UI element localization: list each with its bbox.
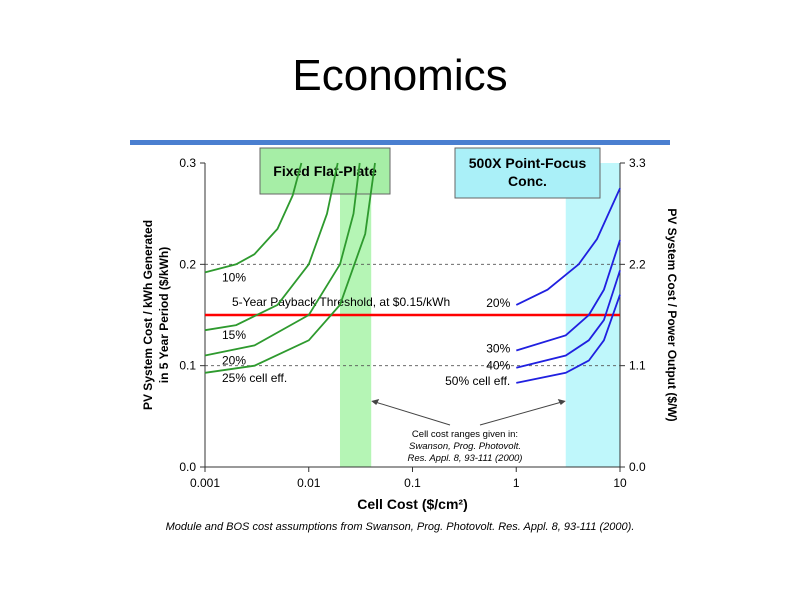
top-strip [130, 140, 670, 145]
band-label: 500X Point-Focus Conc. [469, 155, 587, 189]
x-axis-label: Cell Cost ($/cm²) [357, 496, 467, 512]
y-tick-label: 0.3 [179, 156, 196, 170]
curve-label: 20% [486, 296, 510, 310]
note-text: Res. Appl. 8, 93-111 (2000) [408, 453, 523, 464]
efficiency-curve [516, 270, 621, 369]
y-tick-label: 0.2 [179, 257, 196, 271]
curve-label: 25% cell eff. [222, 371, 287, 385]
y-tick-label: 0.1 [179, 359, 196, 373]
arrow-head [371, 399, 380, 405]
note-text: Swanson, Prog. Photovolt. [409, 441, 521, 452]
y2-tick-label: 1.1 [629, 359, 646, 373]
y2-tick-label: 2.2 [629, 257, 646, 271]
curve-label: 15% [222, 328, 246, 342]
curve-label: 10% [222, 270, 246, 284]
x-tick-label: 1 [513, 476, 520, 490]
efficiency-curve [516, 294, 621, 384]
curve-label: 50% cell eff. [445, 374, 510, 388]
curve-label: 30% [486, 341, 510, 355]
band-label-box [259, 147, 391, 195]
curve-label: 20% [222, 354, 246, 368]
x-tick-label: 10 [613, 476, 627, 490]
efficiency-curve [515, 187, 621, 306]
y2-tick-label: 3.3 [629, 156, 646, 170]
x-tick-label: 0.1 [404, 476, 421, 490]
arrow-head [557, 399, 566, 405]
note-text: Cell cost ranges given in: [412, 429, 518, 440]
y-tick-label: 0.0 [179, 460, 196, 474]
note-arrow [375, 401, 451, 426]
y2-axis-label: PV System Cost / Power Output ($/W) [665, 208, 679, 421]
note-arrow [479, 401, 562, 426]
band-label-box [454, 147, 601, 199]
efficiency-curve [204, 162, 339, 332]
curve-label: 40% [486, 359, 510, 373]
caption: Module and BOS cost assumptions from Swa… [166, 521, 635, 533]
efficiency-curve [204, 162, 361, 357]
efficiency-curve [204, 162, 376, 374]
x-tick-label: 0.001 [190, 476, 220, 490]
y-axis-label: PV System Cost / kWh Generated [141, 220, 155, 410]
y-axis-label: in 5 Year Period ($/kWh) [157, 247, 171, 384]
efficiency-curve [204, 162, 303, 274]
y2-tick-label: 0.0 [629, 460, 646, 474]
efficiency-curve [516, 239, 621, 352]
slide-title: Economics [292, 51, 507, 100]
band-label: Fixed Flat-Plate [273, 163, 377, 179]
x-tick-label: 0.01 [297, 476, 321, 490]
